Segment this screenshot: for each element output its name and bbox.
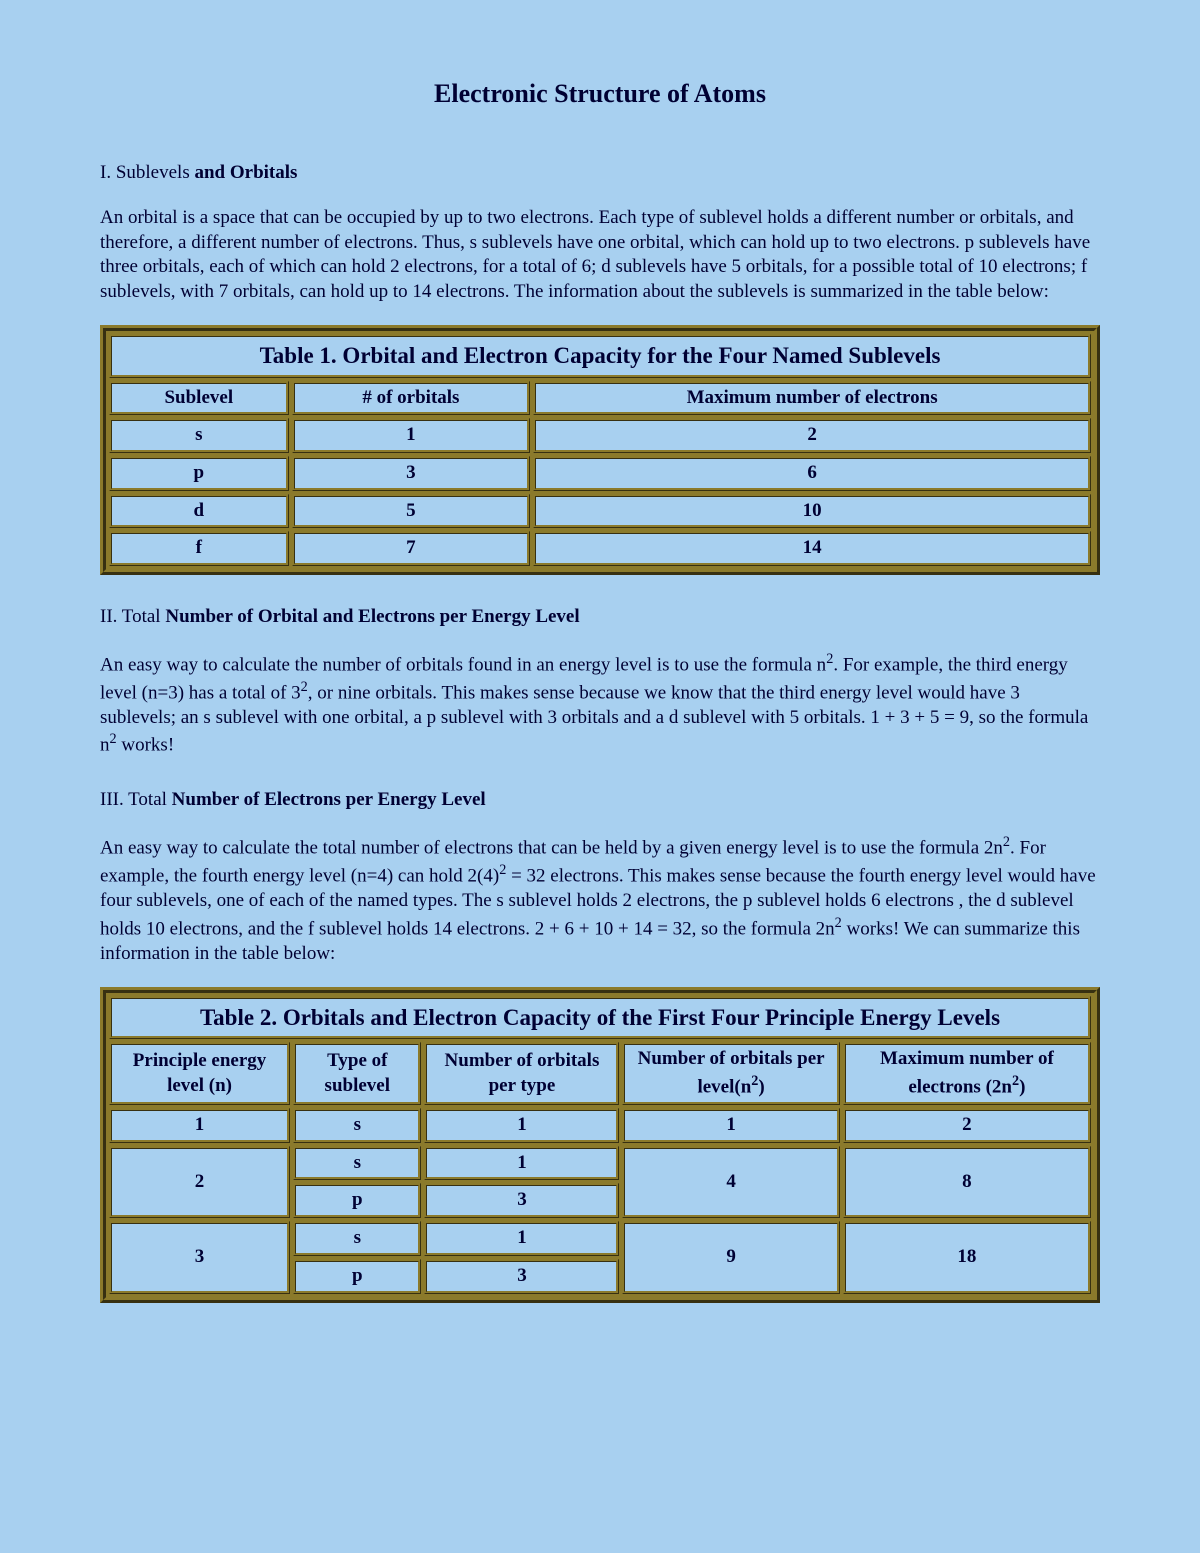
section1-heading: I. Sublevels and Orbitals: [100, 161, 1100, 186]
table-cell: 2: [533, 418, 1091, 453]
section3-txt: Number of Electrons per Energy Level: [172, 789, 486, 810]
table-cell: s: [109, 418, 289, 453]
s2a: An easy way to calculate the number of o…: [100, 654, 826, 675]
table-row: d510: [109, 494, 1091, 529]
sup-icon: 2: [301, 679, 308, 695]
table2-col2: Number of orbitals per type: [424, 1042, 619, 1105]
table-cell: 1: [424, 1108, 619, 1143]
table-cell: 9: [622, 1221, 839, 1293]
table2-col0: Principle energy level (n): [109, 1042, 290, 1105]
section2-num: II. Total: [100, 606, 165, 627]
section3-body: An easy way to calculate the total numbe…: [100, 833, 1100, 966]
table-cell: f: [109, 531, 289, 566]
table-cell: p: [293, 1259, 421, 1294]
table-cell: 10: [533, 494, 1091, 529]
table-cell: d: [109, 494, 289, 529]
table-cell: 1: [424, 1146, 619, 1181]
section1-num: I. Sublevels: [100, 162, 194, 183]
table-cell: 1: [622, 1108, 839, 1143]
table-cell: 1: [109, 1108, 290, 1143]
table-cell: s: [293, 1108, 421, 1143]
table-row: 2 s 1 4 8: [109, 1146, 1091, 1181]
table1: Table 1. Orbital and Electron Capacity f…: [100, 325, 1100, 575]
table-cell: 1: [292, 418, 531, 453]
table-cell: s: [293, 1221, 421, 1256]
table-cell: 5: [292, 494, 531, 529]
table-row: 3 s 1 9 18: [109, 1221, 1091, 1256]
table-row: p36: [109, 456, 1091, 491]
sup-icon: 2: [110, 731, 117, 747]
table-cell: 1: [424, 1221, 619, 1256]
table-cell: 7: [292, 531, 531, 566]
table1-col2: Maximum number of electrons: [533, 381, 1091, 416]
table-cell: 3: [424, 1183, 619, 1218]
table-cell: 18: [843, 1221, 1091, 1293]
section3-num: III. Total: [100, 789, 172, 810]
table2-caption: Table 2. Orbitals and Electron Capacity …: [109, 996, 1091, 1040]
section2-body: An easy way to calculate the number of o…: [100, 650, 1100, 759]
table-row: 1 s 1 1 2: [109, 1108, 1091, 1143]
table2: Table 2. Orbitals and Electron Capacity …: [100, 987, 1100, 1303]
section2-txt: Number of Orbital and Electrons per Ener…: [165, 606, 579, 627]
table-cell: 3: [292, 456, 531, 491]
s3a: An easy way to calculate the total numbe…: [100, 837, 1003, 858]
table-cell: 4: [622, 1146, 839, 1218]
table1-col1: # of orbitals: [292, 381, 531, 416]
table-cell: 3: [424, 1259, 619, 1294]
table1-caption: Table 1. Orbital and Electron Capacity f…: [109, 334, 1091, 378]
table-cell: 6: [533, 456, 1091, 491]
table-cell: 3: [109, 1221, 290, 1293]
s2d: works!: [117, 735, 175, 756]
section1-body: An orbital is a space that can be occupi…: [100, 206, 1100, 305]
page-title: Electronic Structure of Atoms: [100, 77, 1100, 111]
table2-col3: Number of orbitals per level(n2): [622, 1042, 839, 1105]
table-cell: 14: [533, 531, 1091, 566]
table-cell: s: [293, 1146, 421, 1181]
section1-txt: and Orbitals: [194, 162, 297, 183]
table-cell: 2: [843, 1108, 1091, 1143]
table2-col1: Type of sublevel: [293, 1042, 421, 1105]
section2-heading: II. Total Number of Orbital and Electron…: [100, 605, 1100, 630]
table2-col4: Maximum number of electrons (2n2): [843, 1042, 1091, 1105]
table-row: f714: [109, 531, 1091, 566]
table-cell: 2: [109, 1146, 290, 1218]
table1-col0: Sublevel: [109, 381, 289, 416]
table-cell: p: [109, 456, 289, 491]
table-row: s12: [109, 418, 1091, 453]
sup-icon: 2: [835, 915, 842, 931]
table-cell: p: [293, 1183, 421, 1218]
section3-heading: III. Total Number of Electrons per Energ…: [100, 788, 1100, 813]
sup-icon: 2: [1003, 834, 1010, 850]
table-cell: 8: [843, 1146, 1091, 1218]
